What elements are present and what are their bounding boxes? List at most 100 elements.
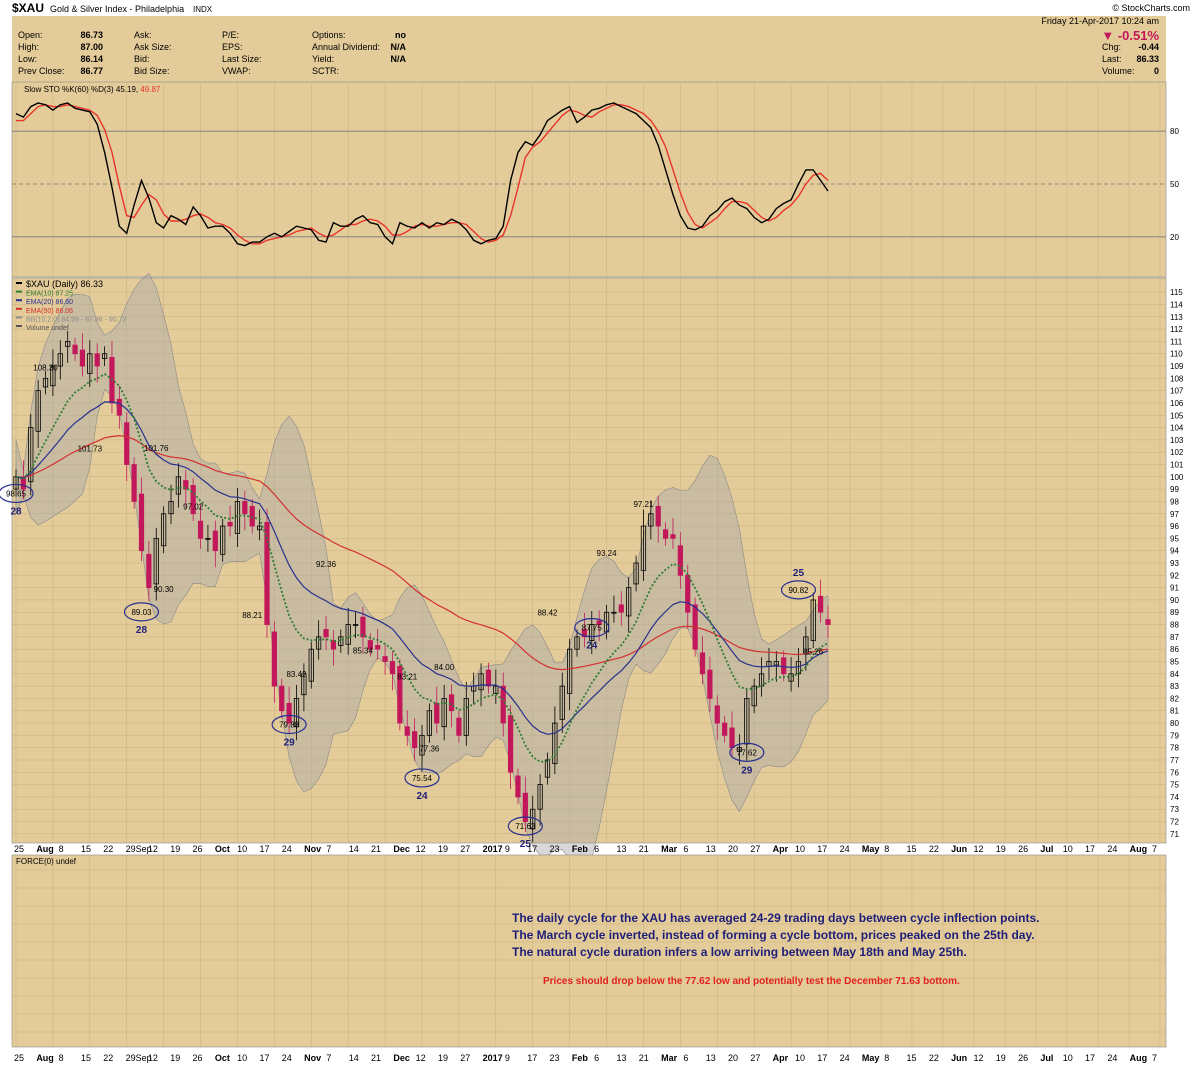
candle-body bbox=[316, 636, 322, 650]
x-tick-label: 17 bbox=[817, 1053, 827, 1063]
y-tick-label: 106 bbox=[1170, 399, 1184, 408]
cycle-annotations: 98.65 28 108.30 101.73 101.76 97.02 89.03 28 90.… bbox=[0, 364, 824, 850]
candle-body bbox=[286, 702, 292, 724]
x-tick-label: 27 bbox=[460, 1053, 470, 1063]
x-tick-label: 25 bbox=[14, 844, 24, 854]
legend-entry: $XAU (Daily) 86.33 bbox=[26, 279, 103, 289]
x-tick-label: Jun bbox=[951, 1053, 967, 1063]
x-tick-label: 24 bbox=[840, 844, 850, 854]
price-annotation: 83.21 bbox=[397, 673, 418, 682]
candle-body bbox=[611, 611, 617, 614]
x-tick-label: Dec bbox=[393, 1053, 410, 1063]
y-tick-label: 74 bbox=[1170, 793, 1179, 802]
x-tick-label: 23 bbox=[550, 844, 560, 854]
x-tick-label: 14 bbox=[349, 1053, 359, 1063]
candle-body bbox=[345, 624, 351, 645]
x-tick-label: 15 bbox=[907, 1053, 917, 1063]
x-tick-label: 14 bbox=[349, 844, 359, 854]
y-tick-label: 93 bbox=[1170, 559, 1179, 568]
x-tick-label: 19 bbox=[170, 844, 180, 854]
candle-body bbox=[795, 661, 802, 675]
x-tick-label: Jun bbox=[951, 844, 967, 854]
candle-body bbox=[50, 365, 56, 387]
force-label: FORCE(0) undef bbox=[16, 857, 77, 866]
x-tick-label: May bbox=[862, 1053, 880, 1063]
candle-body bbox=[648, 513, 654, 527]
candle-body bbox=[544, 759, 551, 778]
cycle-circle bbox=[0, 483, 34, 504]
quote-value: 86.33 bbox=[1136, 54, 1159, 64]
price-annotation: 90.82 bbox=[788, 586, 809, 595]
legend-swatch bbox=[16, 316, 22, 319]
legend-swatch bbox=[16, 290, 22, 293]
x-tick-label: 27 bbox=[460, 844, 470, 854]
y-tick-label: 99 bbox=[1170, 485, 1179, 494]
candle-body bbox=[57, 353, 63, 367]
x-tick-label: 9 bbox=[505, 844, 510, 854]
commentary-line-2: The March cycle inverted, instead of for… bbox=[512, 928, 1035, 942]
x-tick-label: Feb bbox=[572, 844, 589, 854]
y-tick-label: 81 bbox=[1170, 707, 1179, 716]
stochastic-panel: Slow STO %K(60) %D(3) 45.19, 49.87 20 50 8… bbox=[11, 81, 1179, 278]
stochastic-grid bbox=[12, 82, 1166, 277]
candle-body bbox=[574, 636, 580, 650]
quote-label: Options: bbox=[312, 30, 346, 40]
candle-body bbox=[227, 521, 233, 527]
legend-entry: BB(10,2.0) 84.99 - 87.86 - 90.72 bbox=[26, 316, 127, 323]
exchange: INDX bbox=[193, 5, 213, 14]
y-tick-label: 80 bbox=[1170, 127, 1179, 136]
cycle-circle bbox=[404, 768, 440, 788]
quote-label: Chg: bbox=[1102, 42, 1121, 52]
y-tick-label: 72 bbox=[1170, 818, 1179, 827]
y-tick-label: 113 bbox=[1170, 313, 1183, 322]
candle-body bbox=[190, 485, 196, 515]
price-annotation: 79.88 bbox=[279, 721, 300, 730]
x-tick-label: 12 bbox=[416, 844, 426, 854]
ema-20-line bbox=[15, 401, 829, 735]
candle-body bbox=[500, 685, 506, 724]
x-tick-label: 22 bbox=[103, 844, 113, 854]
legend-entry: EMA(50) 86.06 bbox=[26, 308, 73, 315]
y-tick-label: 97 bbox=[1170, 510, 1179, 519]
quote-label: Yield: bbox=[312, 54, 334, 64]
price-annotation: 85.26 bbox=[803, 647, 824, 656]
x-tick-label: 17 bbox=[527, 1053, 537, 1063]
y-tick-label: 104 bbox=[1170, 424, 1184, 433]
price-annotation: 88.21 bbox=[242, 611, 263, 620]
y-tick-label: 88 bbox=[1170, 621, 1179, 630]
candle-body bbox=[699, 652, 706, 675]
price-annotation: 93.24 bbox=[597, 549, 618, 558]
candle-body bbox=[729, 727, 735, 749]
x-tick-label: 22 bbox=[929, 1053, 939, 1063]
stochastic-y-ticks: 20 50 80 bbox=[1170, 127, 1179, 242]
x-tick-label: 22 bbox=[103, 1053, 113, 1063]
legend-swatch bbox=[16, 299, 22, 302]
x-tick-label: 12 bbox=[973, 1053, 983, 1063]
x-tick-label: 24 bbox=[840, 1053, 850, 1063]
cycle-circle bbox=[271, 714, 307, 735]
candle-body bbox=[65, 340, 71, 347]
candle-body bbox=[161, 513, 167, 547]
x-tick-label: Jul bbox=[1040, 1053, 1053, 1063]
y-tick-label: 83 bbox=[1170, 682, 1179, 691]
y-tick-label: 90 bbox=[1170, 596, 1179, 605]
y-tick-label: 75 bbox=[1170, 781, 1179, 790]
cycle-count: 28 bbox=[136, 625, 148, 636]
stochastic-lines bbox=[15, 102, 829, 247]
x-tick-label: 7 bbox=[326, 1053, 331, 1063]
legend-swatch bbox=[16, 307, 22, 310]
x-tick-label: Apr bbox=[773, 844, 789, 854]
force-panel-bg bbox=[11, 854, 1167, 1048]
candle-body bbox=[28, 427, 34, 483]
candle-body bbox=[375, 645, 381, 650]
x-tick-label: 27 bbox=[750, 1053, 760, 1063]
candle-body bbox=[426, 710, 432, 736]
x-tick-label: 10 bbox=[1063, 1053, 1073, 1063]
x-tick-label: 27 bbox=[750, 844, 760, 854]
candle-body bbox=[234, 501, 241, 534]
quote-label: VWAP: bbox=[222, 66, 251, 76]
candle-body bbox=[736, 747, 743, 752]
x-tick-label: 10 bbox=[237, 844, 247, 854]
candle-body bbox=[404, 726, 410, 736]
